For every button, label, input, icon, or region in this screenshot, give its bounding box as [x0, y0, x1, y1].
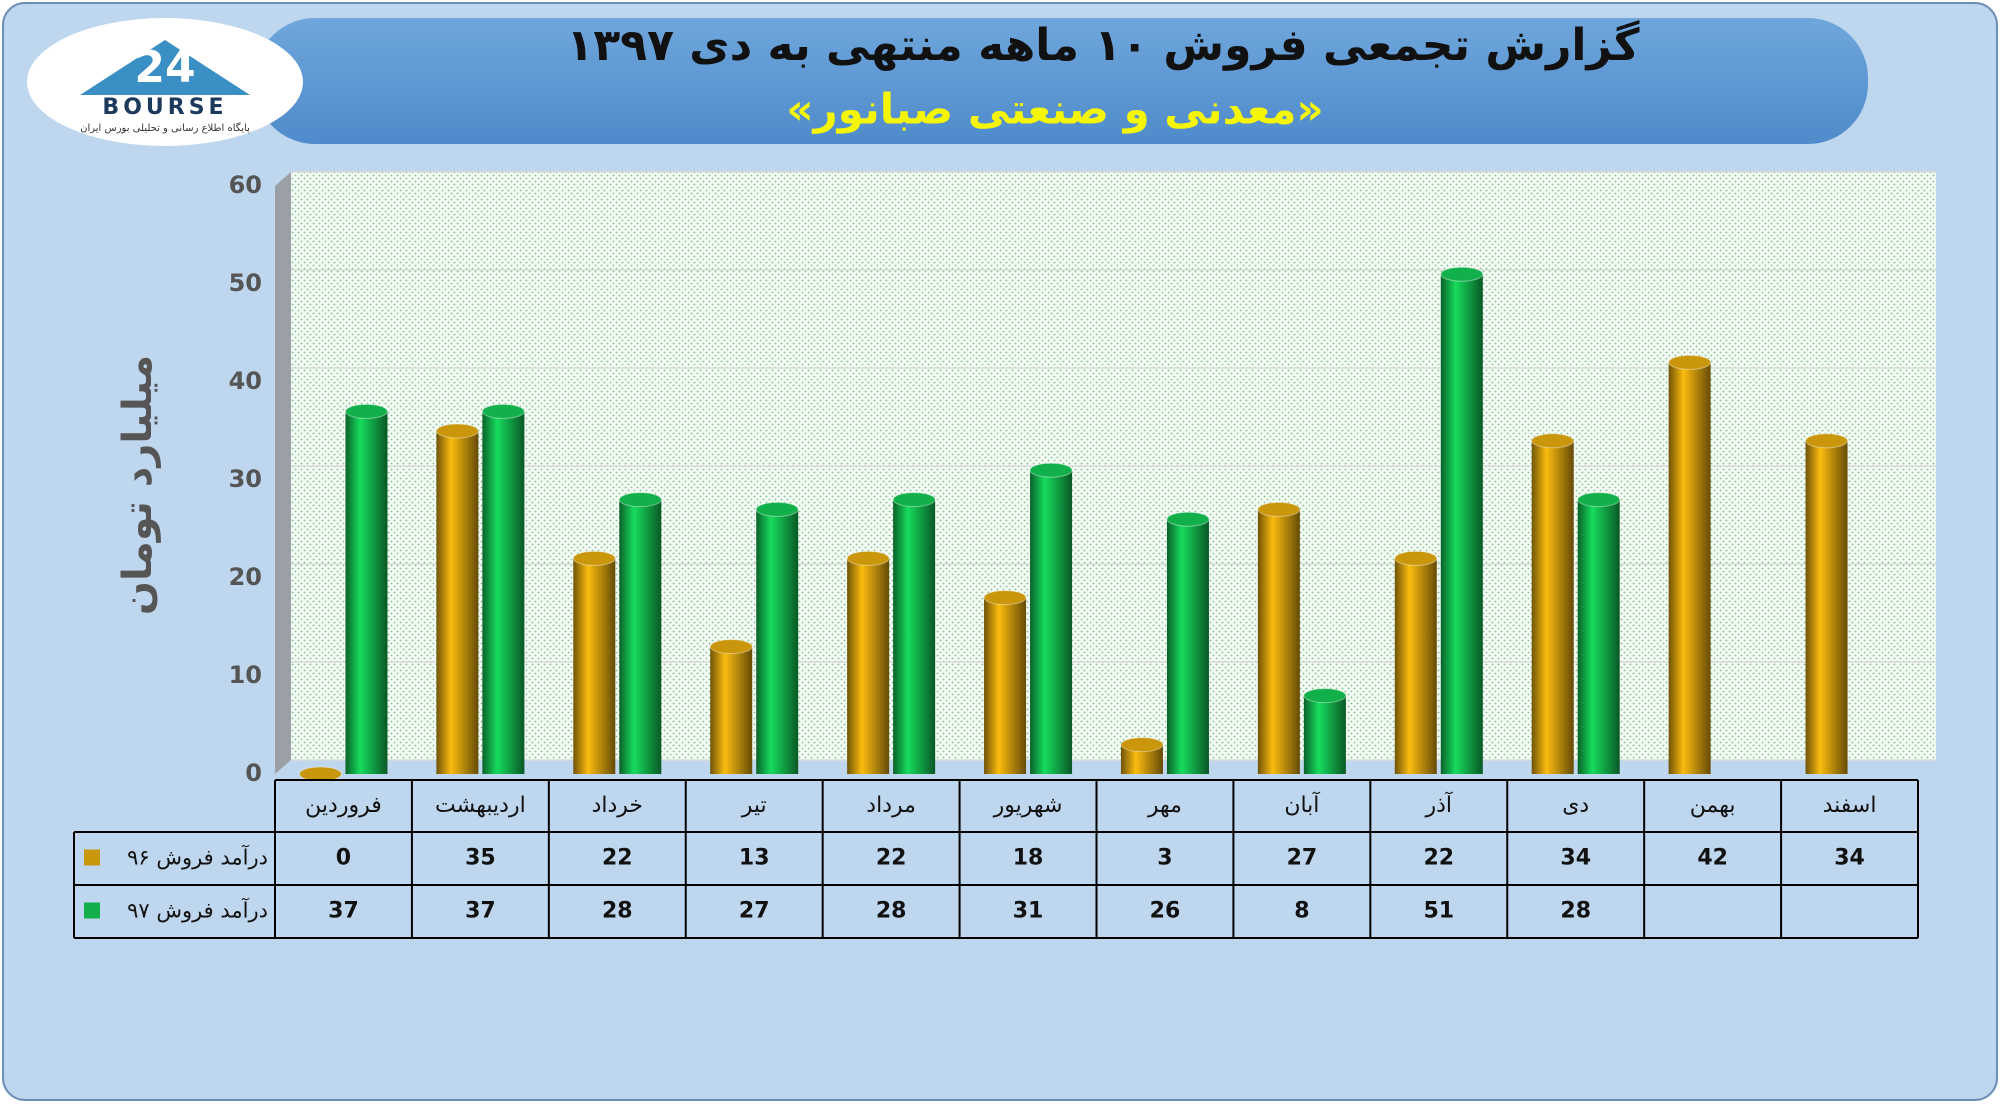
bar	[756, 509, 799, 774]
data-label: 51	[1423, 899, 1454, 924]
data-label: 8	[1294, 899, 1309, 924]
x-tick-label: شهریور	[993, 793, 1063, 818]
bar-cap	[1440, 266, 1484, 282]
bar-cap	[1668, 354, 1712, 370]
legend-swatch	[84, 849, 100, 866]
header-banner	[255, 18, 1868, 144]
data-label: 27	[1287, 846, 1318, 871]
bar	[1577, 499, 1620, 774]
bar	[573, 558, 616, 774]
chart-subtitle: «معدنی و صنعتی صبانور»	[786, 85, 1323, 135]
bar-cap	[892, 492, 936, 508]
bar	[847, 558, 890, 774]
y-tick-label: 10	[229, 661, 262, 689]
bar-cap	[1303, 688, 1347, 704]
x-tick-label: مهر	[1147, 793, 1182, 818]
data-label: 26	[1150, 899, 1181, 924]
x-tick-label: آبان	[1284, 791, 1320, 818]
bar-cap	[1257, 501, 1301, 517]
bar-cap	[755, 501, 799, 517]
bar-cap	[1029, 462, 1073, 478]
bar	[1668, 362, 1711, 774]
data-label: 28	[1560, 899, 1591, 924]
x-tick-label: مرداد	[866, 793, 916, 818]
logo-number: 24	[134, 42, 195, 93]
x-tick-label: بهمن	[1690, 793, 1736, 818]
bar	[1303, 695, 1346, 774]
bar-cap	[846, 550, 890, 566]
y-tick-label: 20	[229, 563, 262, 591]
bar	[984, 597, 1027, 774]
bar	[1166, 519, 1209, 774]
data-label: 37	[328, 899, 359, 924]
data-label: 22	[876, 846, 907, 871]
x-tick-label: تیر	[741, 793, 767, 818]
bar-cap	[1805, 433, 1849, 449]
bar-cap	[435, 423, 479, 439]
bar-cap	[298, 766, 342, 782]
bar	[1531, 440, 1574, 774]
x-tick-label: خرداد	[592, 793, 643, 818]
bar	[1030, 470, 1073, 774]
bar	[893, 499, 936, 774]
bar	[1257, 509, 1300, 774]
data-label: 34	[1834, 846, 1865, 871]
data-label: 27	[739, 899, 770, 924]
y-tick-label: 30	[229, 465, 262, 493]
chart-title: گزارش تجمعی فروش ۱۰ ماهه منتهی به دی ۱۳۹…	[567, 19, 1640, 71]
bar	[482, 411, 525, 774]
data-label: 28	[876, 899, 907, 924]
bar-cap	[1166, 511, 1210, 527]
bar-cap	[1394, 550, 1438, 566]
x-tick-label: اسفند	[1823, 793, 1877, 818]
bar-cap	[344, 403, 388, 419]
data-label: 35	[465, 846, 496, 871]
bar-cap	[983, 590, 1027, 606]
data-label: 22	[602, 846, 633, 871]
bar-cap	[1120, 737, 1164, 753]
y-tick-label: 0	[245, 759, 262, 787]
data-label: 22	[1423, 846, 1454, 871]
data-label: 31	[1013, 899, 1044, 924]
bar-cap	[1577, 492, 1621, 508]
legend-label: درآمد فروش ۹۶	[127, 845, 268, 870]
legend-label: درآمد فروش ۹۷	[127, 898, 268, 923]
x-tick-label: اردیبهشت	[435, 793, 526, 818]
y-tick-label: 60	[229, 171, 262, 199]
bar	[619, 499, 662, 774]
bar-cap	[618, 492, 662, 508]
bar	[1440, 274, 1483, 774]
x-tick-label: فروردین	[305, 793, 382, 818]
data-label: 3	[1157, 846, 1172, 871]
data-label: 37	[465, 899, 496, 924]
data-label: 0	[336, 846, 351, 871]
side-wall	[275, 172, 291, 774]
data-label: 28	[602, 899, 633, 924]
logo-icon	[80, 40, 250, 95]
bar-cap	[572, 550, 616, 566]
data-label: 34	[1560, 846, 1591, 871]
legend-swatch	[84, 902, 100, 919]
bar-cap	[709, 639, 753, 655]
bar	[710, 646, 753, 774]
logo-text: BOURSE	[102, 95, 227, 120]
x-tick-label: آذر	[1425, 791, 1453, 818]
bar-cap	[1531, 433, 1575, 449]
data-label: 13	[739, 846, 770, 871]
bar-cap	[481, 403, 525, 419]
bar	[1805, 440, 1848, 774]
x-tick-label: دی	[1562, 793, 1589, 818]
y-tick-label: 40	[229, 367, 262, 395]
data-label: 18	[1013, 846, 1044, 871]
data-label: 42	[1697, 846, 1728, 871]
y-axis-label: میلیارد تومان	[115, 355, 161, 615]
logo-caption: پایگاه اطلاع رسانی و تحلیلی بورس ایران	[80, 122, 250, 134]
y-tick-label: 50	[229, 269, 262, 297]
bar	[345, 411, 388, 774]
bar	[436, 431, 479, 774]
bar	[1394, 558, 1437, 774]
